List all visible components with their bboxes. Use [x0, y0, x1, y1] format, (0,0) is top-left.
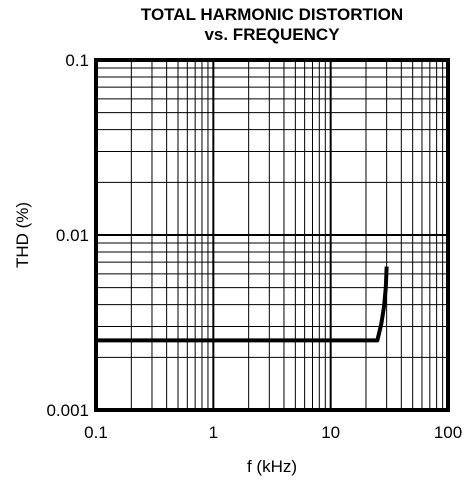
y-tick-label: 0.01	[56, 226, 89, 245]
plot-frame	[94, 58, 450, 412]
chart-title: TOTAL HARMONIC DISTORTION	[141, 5, 403, 24]
tick-labels: 0.1 1 10 100 0.001 0.01 0.1	[46, 51, 462, 442]
x-axis-label: f (kHz)	[247, 457, 297, 476]
x-tick-label: 100	[434, 423, 462, 442]
x-tick-label: 0.1	[84, 423, 108, 442]
x-tick-label: 1	[209, 423, 218, 442]
y-axis-label: THD (%)	[13, 202, 32, 268]
x-tick-label: 10	[321, 423, 340, 442]
grid-lines	[95, 60, 448, 411]
chart-subtitle: vs. FREQUENCY	[204, 25, 340, 44]
series-layer	[96, 266, 389, 343]
y-tick-label: 0.1	[65, 51, 89, 70]
thd-series-line	[96, 266, 389, 343]
y-tick-label: 0.001	[46, 401, 89, 420]
